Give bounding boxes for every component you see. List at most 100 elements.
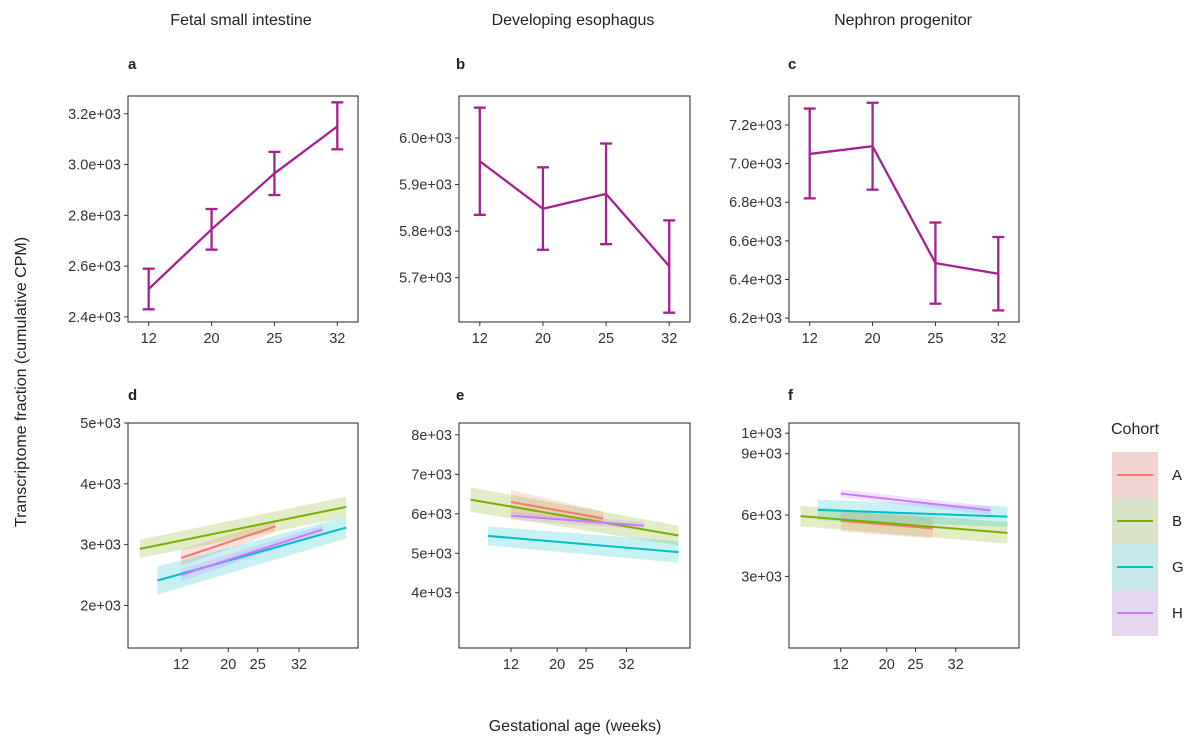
y-tick-label: 7.0e+03 xyxy=(729,157,782,173)
x-tick-label: 25 xyxy=(250,657,266,673)
error-bar xyxy=(803,107,816,200)
x-tick-label: 12 xyxy=(141,331,157,347)
y-tick-label: 2.6e+03 xyxy=(68,259,121,275)
y-tick-label: 3.0e+03 xyxy=(68,158,121,174)
y-tick-label: 5.7e+03 xyxy=(399,271,452,287)
y-tick-label: 2.4e+03 xyxy=(68,310,121,326)
x-tick-label: 32 xyxy=(618,657,634,673)
series-line-B xyxy=(470,498,679,537)
column-title-1: Fetal small intestine xyxy=(170,12,311,29)
legend-label: B xyxy=(1172,513,1182,530)
legend-label: G xyxy=(1172,559,1184,576)
legend-label: H xyxy=(1172,605,1183,622)
error-bar xyxy=(536,166,549,251)
x-tick-label: 25 xyxy=(927,331,943,347)
y-tick-label: 8e+03 xyxy=(411,428,452,444)
y-tick-label: 9e+03 xyxy=(741,447,782,463)
column-title-3: Nephron progenitor xyxy=(834,12,973,29)
panel-frame xyxy=(127,95,359,323)
x-tick-label: 12 xyxy=(503,657,519,673)
panel-frame xyxy=(458,422,691,649)
x-tick-label: 25 xyxy=(266,331,282,347)
panel-letter: c xyxy=(788,56,796,73)
series-line-A xyxy=(180,525,276,559)
y-tick-label: 6.6e+03 xyxy=(729,234,782,250)
panel-f: 3e+03 6e+03 9e+03 1e+03 12 20 25 32 xyxy=(741,422,1020,673)
y-tick-label: 6.8e+03 xyxy=(729,195,782,211)
panel-frame xyxy=(788,95,1020,323)
legend-title: Cohort xyxy=(1111,421,1160,438)
panel-frame xyxy=(458,95,691,323)
y-tick-label: 3e+03 xyxy=(741,569,782,585)
y-tick-label: 4e+03 xyxy=(411,586,452,602)
series-line-B xyxy=(800,515,1008,534)
x-tick-label: 12 xyxy=(472,331,488,347)
panel-letter: f xyxy=(788,387,794,404)
x-tick-label: 20 xyxy=(549,657,565,673)
series-line-A xyxy=(510,500,604,520)
x-tick-label: 20 xyxy=(864,331,880,347)
panel-e: 4e+03 5e+03 6e+03 7e+03 8e+03 12 20 25 32 xyxy=(411,422,691,673)
data-line xyxy=(147,125,338,290)
y-tick-label: 6e+03 xyxy=(411,507,452,523)
x-tick-label: 12 xyxy=(833,657,849,673)
series-line-H xyxy=(510,514,644,527)
panel-a: 2.4e+03 2.6e+03 2.8e+03 3.0e+03 3.2e+03 12 20 2… xyxy=(68,95,359,347)
panel-letter: e xyxy=(456,387,464,404)
x-tick-label: 20 xyxy=(879,657,895,673)
x-tick-label: 32 xyxy=(661,331,677,347)
x-tick-label: 32 xyxy=(329,331,345,347)
x-tick-label: 20 xyxy=(203,331,219,347)
y-tick-label: 7.2e+03 xyxy=(729,118,782,134)
data-line xyxy=(479,160,671,267)
y-tick-label: 1e+03 xyxy=(741,426,782,442)
column-title-2: Developing esophagus xyxy=(492,12,655,29)
x-tick-label: 32 xyxy=(948,657,964,673)
series-line-G xyxy=(817,508,1008,518)
y-tick-label: 5.8e+03 xyxy=(399,224,452,240)
y-tick-label: 2e+03 xyxy=(80,598,121,614)
error-bar xyxy=(331,101,344,151)
series-line-H xyxy=(180,528,323,576)
panel-b: 5.7e+03 5.8e+03 5.9e+03 6.0e+03 12 20 25 32 xyxy=(399,95,691,347)
y-tick-label: 6.2e+03 xyxy=(729,311,782,327)
y-tick-label: 5e+03 xyxy=(411,546,452,562)
x-tick-label: 32 xyxy=(291,657,307,673)
panel-c: 6.2e+03 6.4e+03 6.6e+03 6.8e+03 7.0e+03 7.2e+… xyxy=(729,95,1020,347)
x-tick-label: 32 xyxy=(990,331,1006,347)
panel-letter: a xyxy=(128,56,137,73)
series-line-G xyxy=(487,534,679,554)
series-line-H xyxy=(840,492,991,512)
panel-letter: d xyxy=(128,387,137,404)
x-tick-label: 25 xyxy=(598,331,614,347)
x-tick-label: 20 xyxy=(535,331,551,347)
y-tick-label: 2.8e+03 xyxy=(68,208,121,224)
x-tick-label: 25 xyxy=(578,657,594,673)
panel-d: 2e+03 3e+03 4e+03 5e+03 12 20 25 32 xyxy=(80,416,359,673)
y-tick-label: 6e+03 xyxy=(741,508,782,524)
y-tick-label: 6.4e+03 xyxy=(729,273,782,289)
x-tick-label: 20 xyxy=(220,657,236,673)
y-tick-label: 3.2e+03 xyxy=(68,107,121,123)
x-tick-label: 12 xyxy=(802,331,818,347)
legend-label: A xyxy=(1172,467,1182,484)
y-axis-title: Transcriptome fraction (cumulative CPM) xyxy=(13,237,30,527)
x-tick-label: 12 xyxy=(173,657,189,673)
x-axis-title: Gestational age (weeks) xyxy=(489,718,662,735)
y-tick-label: 4e+03 xyxy=(80,477,121,493)
data-line xyxy=(809,144,999,275)
y-tick-label: 5.9e+03 xyxy=(399,178,452,194)
y-tick-label: 3e+03 xyxy=(80,538,121,554)
series-line-A xyxy=(840,519,933,530)
legend: Cohort A B G H xyxy=(1111,421,1184,636)
series-line-B xyxy=(139,505,347,550)
panel-letter: b xyxy=(456,56,465,73)
error-bar xyxy=(663,219,676,314)
panel-frame xyxy=(788,422,1020,649)
x-tick-label: 25 xyxy=(907,657,923,673)
y-tick-label: 7e+03 xyxy=(411,467,452,483)
y-tick-label: 6.0e+03 xyxy=(399,131,452,147)
panel-frame xyxy=(127,422,359,649)
confidence-band-B xyxy=(470,487,679,546)
